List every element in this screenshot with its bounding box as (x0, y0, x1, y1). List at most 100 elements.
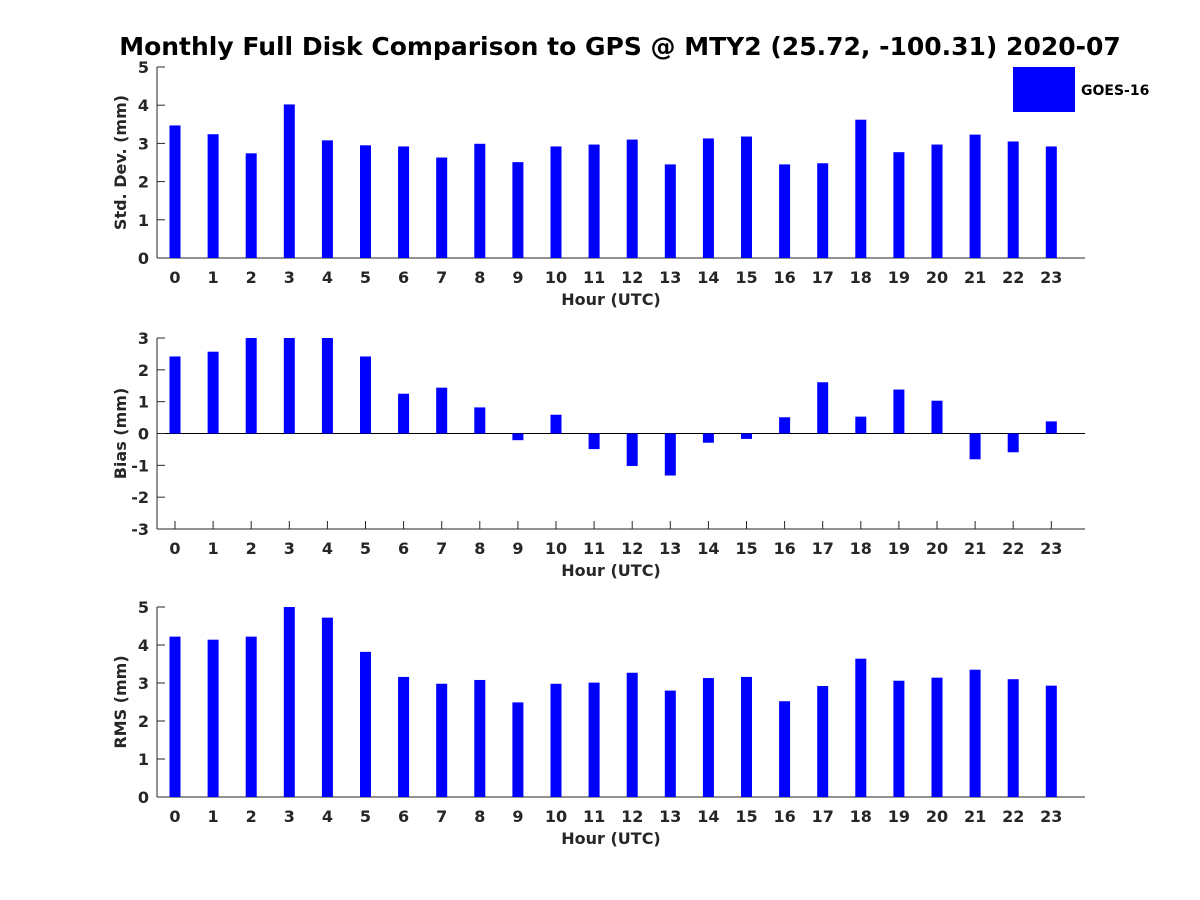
bar-hour-9 (512, 702, 524, 797)
y-tick-label: 1 (138, 750, 149, 769)
bar-hour-2 (245, 338, 257, 434)
x-tick-label: 2 (246, 268, 257, 287)
bar-hour-17 (817, 686, 829, 797)
x-tick-label: 6 (398, 268, 409, 287)
x-tick-label: 2 (246, 539, 257, 558)
x-tick-label: 0 (169, 539, 180, 558)
legend-label: GOES-16 (1081, 83, 1149, 99)
bar-hour-21 (969, 433, 981, 460)
bar-hour-23 (1045, 421, 1057, 434)
y-tick-label: -1 (131, 456, 149, 475)
x-tick-label: 20 (926, 268, 948, 287)
bar-hour-16 (779, 164, 791, 258)
bar-hour-22 (1007, 433, 1019, 453)
x-axis-label: Hour (UTC) (561, 561, 661, 580)
y-tick-label: 5 (138, 58, 149, 77)
bar-hour-20 (931, 400, 943, 434)
x-tick-label: 14 (697, 268, 719, 287)
y-tick-label: 5 (138, 598, 149, 617)
bar-hour-8 (474, 679, 486, 797)
x-tick-label: 17 (812, 539, 834, 558)
y-tick-label: 2 (138, 173, 149, 192)
x-tick-label: 19 (888, 539, 910, 558)
bar-hour-16 (779, 417, 791, 434)
bar-hour-6 (398, 393, 410, 434)
bar-hour-18 (855, 416, 867, 434)
x-tick-label: 0 (169, 268, 180, 287)
x-tick-label: 22 (1002, 807, 1024, 826)
x-tick-label: 3 (284, 268, 295, 287)
bar-hour-19 (893, 680, 905, 797)
bar-hour-15 (741, 676, 752, 797)
y-tick-label: 3 (138, 674, 149, 693)
x-tick-label: 17 (812, 268, 834, 287)
bar-hour-20 (931, 144, 943, 258)
x-tick-label: 10 (545, 268, 567, 287)
bar-hour-9 (512, 433, 524, 441)
x-tick-label: 16 (773, 807, 795, 826)
bar-hour-15 (741, 433, 752, 439)
bar-hour-1 (207, 134, 219, 258)
x-tick-label: 23 (1040, 268, 1062, 287)
bar-hour-17 (817, 163, 829, 258)
bar-hour-10 (550, 683, 562, 797)
x-tick-label: 14 (697, 807, 719, 826)
bar-hour-16 (779, 701, 791, 797)
bar-hour-11 (588, 682, 600, 797)
bar-hour-8 (474, 143, 486, 258)
bar-hour-7 (436, 683, 448, 797)
x-tick-label: 20 (926, 539, 948, 558)
bar-hour-19 (893, 389, 905, 434)
x-tick-label: 18 (850, 807, 872, 826)
y-tick-label: 1 (138, 211, 149, 230)
x-tick-label: 23 (1040, 807, 1062, 826)
x-tick-label: 23 (1040, 539, 1062, 558)
bar-hour-19 (893, 152, 905, 258)
y-axis-label: RMS (mm) (111, 655, 130, 748)
x-tick-label: 20 (926, 807, 948, 826)
legend-swatch (1013, 67, 1075, 112)
y-tick-label: 0 (138, 788, 149, 807)
bar-hour-10 (550, 146, 562, 258)
bar-hour-17 (817, 382, 829, 434)
bar-hour-6 (398, 146, 410, 258)
x-tick-label: 8 (474, 539, 485, 558)
bar-hour-4 (321, 617, 333, 797)
x-axis-label: Hour (UTC) (561, 829, 661, 848)
x-tick-label: 21 (964, 807, 986, 826)
bar-hour-22 (1007, 679, 1019, 797)
bar-hour-12 (626, 139, 638, 258)
x-tick-label: 22 (1002, 539, 1024, 558)
x-tick-label: 5 (360, 807, 371, 826)
bar-hour-13 (664, 164, 676, 258)
bar-hour-18 (855, 119, 867, 258)
bar-hour-18 (855, 658, 867, 797)
x-tick-label: 21 (964, 268, 986, 287)
bar-hour-1 (207, 639, 219, 797)
x-tick-label: 1 (208, 539, 219, 558)
x-tick-label: 7 (436, 539, 447, 558)
x-tick-label: 2 (246, 807, 257, 826)
y-tick-label: 1 (138, 393, 149, 412)
x-tick-label: 12 (621, 807, 643, 826)
bar-hour-0 (169, 636, 181, 797)
x-tick-label: 19 (888, 268, 910, 287)
bar-hour-11 (588, 144, 600, 258)
x-tick-label: 22 (1002, 268, 1024, 287)
x-tick-label: 15 (735, 268, 757, 287)
y-tick-label: 0 (138, 425, 149, 444)
x-tick-label: 11 (583, 268, 605, 287)
x-tick-label: 8 (474, 807, 485, 826)
x-tick-label: 7 (436, 268, 447, 287)
x-tick-label: 9 (512, 807, 523, 826)
y-tick-label: 2 (138, 361, 149, 380)
x-tick-label: 13 (659, 539, 681, 558)
bar-hour-11 (588, 433, 600, 450)
x-tick-label: 9 (512, 539, 523, 558)
x-tick-label: 0 (169, 807, 180, 826)
x-tick-label: 17 (812, 807, 834, 826)
y-tick-label: -3 (131, 520, 149, 539)
